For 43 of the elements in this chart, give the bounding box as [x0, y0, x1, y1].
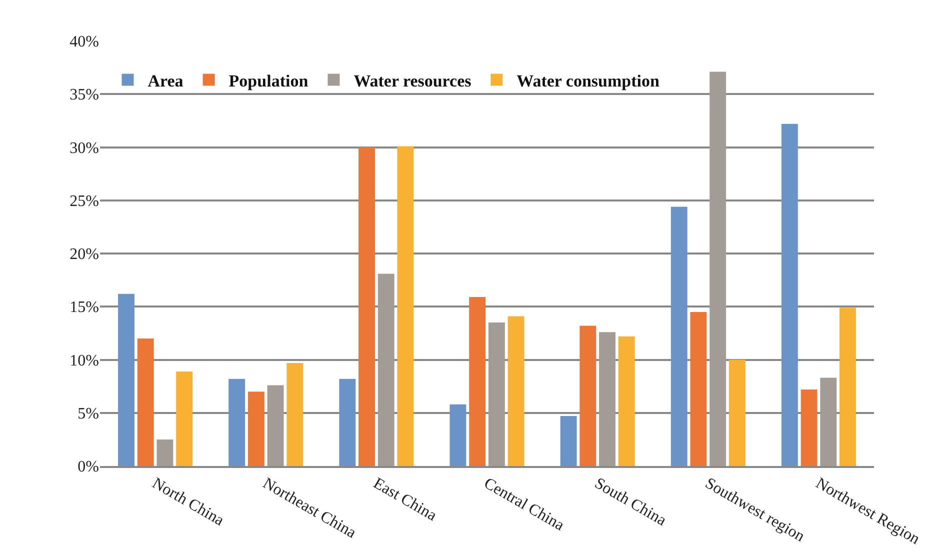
- y-tick-label: 25%: [70, 192, 99, 210]
- bar: [800, 390, 818, 466]
- legend-label: Water consumption: [516, 71, 660, 90]
- bar: [286, 362, 304, 466]
- bar: [176, 371, 193, 466]
- legend-label: Water resources: [354, 71, 472, 90]
- legend-label: Population: [228, 71, 309, 90]
- legend-label: Area: [148, 71, 184, 90]
- bar: [118, 294, 134, 466]
- bar: [820, 378, 837, 466]
- bar: [690, 312, 707, 466]
- bar: [781, 124, 798, 466]
- bar: [378, 274, 394, 466]
- bar: [560, 416, 577, 466]
- bar: [599, 332, 616, 466]
- y-tick-label: 15%: [70, 299, 99, 316]
- bar: [339, 378, 356, 466]
- bar: [397, 146, 414, 466]
- y-tick-label: 10%: [70, 352, 99, 370]
- bar: [228, 378, 246, 466]
- x-tick-label: South China: [592, 474, 669, 530]
- y-tick-label: 30%: [70, 140, 99, 157]
- bar: [710, 72, 726, 466]
- bar: [580, 326, 596, 466]
- bar: [358, 147, 375, 466]
- bar: [469, 297, 486, 466]
- bar: [728, 360, 746, 466]
- x-tick-label: East China: [370, 474, 440, 524]
- bar: [156, 439, 174, 466]
- y-tick-label: 20%: [70, 246, 99, 264]
- y-tick-label: 5%: [78, 405, 99, 422]
- y-tick-label: 40%: [70, 34, 99, 51]
- bar: [508, 316, 524, 466]
- bar: [450, 404, 466, 466]
- y-tick-label: 35%: [70, 86, 99, 104]
- y-tick-label: 0%: [78, 458, 99, 476]
- bar: [267, 385, 284, 466]
- bar: [488, 322, 505, 466]
- bar: [840, 308, 856, 466]
- bar: [618, 336, 635, 466]
- bar: [137, 338, 154, 466]
- bar: [670, 206, 688, 466]
- bar: [248, 392, 264, 466]
